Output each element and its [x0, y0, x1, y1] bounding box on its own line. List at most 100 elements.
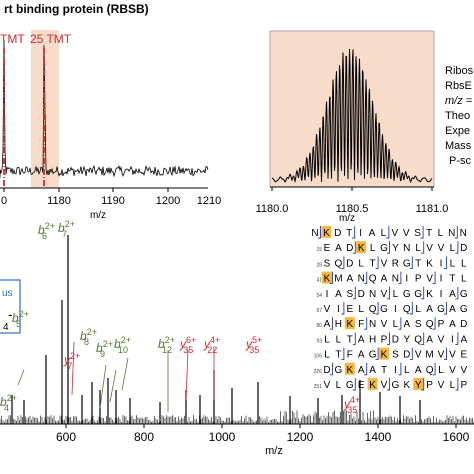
sequence-row-number: 93	[316, 338, 322, 344]
sequence-residue: G	[460, 304, 468, 315]
sequence-residue: N	[448, 228, 455, 239]
sequence-residue: S	[392, 350, 399, 361]
sequence-residue: A	[335, 243, 342, 254]
fragment-cleavage-mark	[455, 286, 459, 300]
fragment-cleavage-mark	[352, 332, 356, 345]
fragment-cleavage-mark	[364, 317, 368, 330]
sequence-residue: L	[358, 304, 364, 315]
bottom-x-ticks: 600 800 1000 1200 1400 1600	[56, 424, 470, 444]
tick-label: 1180.0	[256, 203, 289, 215]
sequence-residue: A	[426, 334, 433, 345]
fragment-cleavage-mark	[375, 302, 379, 315]
sequence-residue: T	[370, 258, 376, 269]
sequence-residue: F	[358, 319, 364, 330]
ion-label: b2+ 6	[38, 221, 55, 241]
tick-label: 1600	[443, 430, 470, 444]
sequence-residue: T	[426, 228, 432, 239]
sequence-residue: I	[359, 228, 362, 239]
sequence-residue: A	[426, 304, 433, 315]
sequence-residue: L	[324, 350, 330, 361]
sequence-residue: K	[324, 274, 331, 285]
isotope-envelope-trace	[271, 48, 433, 184]
sequence-row-number: 54	[316, 293, 322, 299]
sequence-residue: I	[440, 289, 443, 300]
ms1-spectrum-trace	[0, 39, 209, 178]
fragment-cleavage-mark	[330, 271, 333, 285]
fragment-cleavage-mark	[364, 271, 368, 285]
sequence-residue: L	[438, 228, 444, 239]
annotation-connector	[121, 357, 129, 391]
sequence-residue: A	[358, 365, 365, 376]
tick-label: 0	[1, 195, 7, 207]
sequence-residue: L	[336, 380, 342, 391]
fragment-cleavage-mark	[398, 362, 402, 376]
sequence-residue: A	[369, 365, 376, 376]
info-line: Ribos	[445, 65, 474, 77]
sequence-residue: T	[449, 274, 455, 285]
ion-label: y2+ 7	[63, 351, 80, 371]
sequence-residue: T	[381, 365, 387, 376]
fragment-ion-labels: b2+ 6b2+ 7 b2+ 5 b2+ 8 b2+ 9b2+ 10 y2+ 7 b2+ 12 y6+ 35 y…	[0, 219, 360, 415]
fragment-cleavage-mark	[420, 226, 424, 239]
annotation-connector	[17, 369, 25, 386]
sequence-residue: A	[358, 334, 365, 345]
sequence-residue: N	[311, 228, 318, 239]
fragment-cleavage-mark	[341, 302, 345, 315]
sequence-residue: K	[403, 380, 410, 391]
sequence-residue: A	[335, 289, 342, 300]
sequence-residue: K	[346, 365, 353, 376]
sequence-residue: N	[403, 243, 410, 254]
sequence-residue: A	[381, 274, 388, 285]
info-line: Expe	[445, 125, 470, 137]
annotation-connector	[71, 341, 75, 396]
tick-label: 1400	[365, 430, 392, 444]
sequence-residue: N	[369, 319, 376, 330]
sequence-residue: Q	[335, 258, 343, 269]
sequence-residue: G	[414, 289, 422, 300]
ion-label: y4+ 22	[203, 335, 220, 355]
sequence-residue: Q	[403, 304, 411, 315]
fragment-cleavage-mark	[341, 256, 345, 269]
sequence-residue: M	[425, 350, 433, 361]
tick-label: 600	[56, 430, 76, 444]
sequence-residue: V	[381, 258, 388, 269]
highlighted-residue-box	[413, 378, 424, 390]
fragment-cleavage-mark	[455, 241, 459, 254]
sequence-residue: A	[449, 289, 456, 300]
sequence-residue: P	[460, 380, 467, 391]
sequence-residue: T	[347, 334, 353, 345]
sequence-residue: S	[324, 258, 331, 269]
sequence-residue: G	[380, 243, 388, 254]
ion-label: b2+ 5	[12, 309, 29, 329]
tick-label: 1000	[209, 430, 236, 444]
legend-box	[0, 279, 21, 334]
sequence-residue: L	[438, 365, 444, 376]
sequence-residue: L	[324, 334, 330, 345]
ion-label: y4+ 35	[343, 395, 360, 415]
sequence-residue: V	[324, 380, 331, 391]
sequence-residue: K	[426, 258, 433, 269]
sequence-residue: D	[358, 289, 365, 300]
sequence-row-number: 251	[314, 384, 323, 390]
sequence-residue: L	[336, 334, 342, 345]
fragment-cleavage-mark	[352, 226, 356, 239]
sequence-residue: P	[426, 380, 433, 391]
sequence-residue: E	[324, 243, 331, 254]
sequence-residue: V	[391, 228, 398, 239]
tick-label: 1200	[287, 430, 314, 444]
sequence-residue: P	[438, 319, 445, 330]
fragment-cleavage-mark	[432, 362, 436, 376]
fragment-cleavage-mark	[364, 362, 368, 376]
sequence-residue: Q	[426, 319, 434, 330]
sequence-residue: Q	[369, 274, 377, 285]
ion-label: y6+ 35	[179, 335, 196, 355]
annotation-connector	[185, 349, 189, 401]
info-line: P-sc	[449, 155, 472, 167]
sequence-residue: L	[370, 243, 376, 254]
info-line: RbsE	[445, 80, 472, 92]
tick-label: 1181.0	[416, 203, 449, 215]
sequence-residue: I	[440, 258, 443, 269]
info-line: Mass	[445, 140, 472, 152]
sequence-residue: V	[449, 350, 456, 361]
